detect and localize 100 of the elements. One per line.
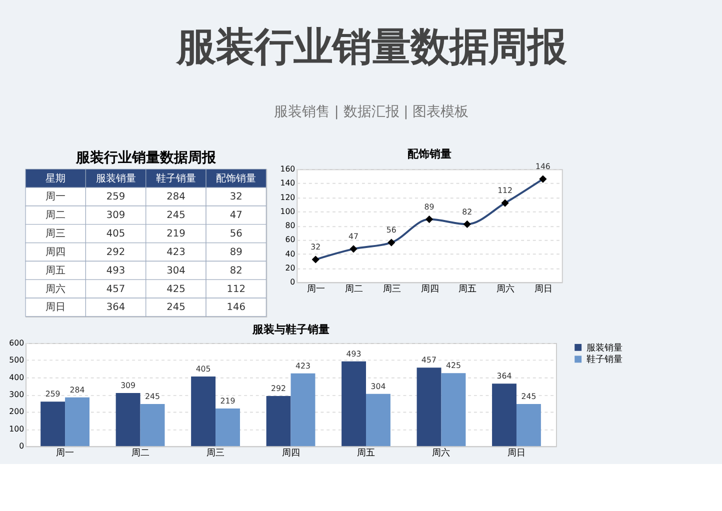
data-label: 245 xyxy=(521,392,536,402)
category-label: 周二 xyxy=(46,210,66,222)
category-label: 周四 xyxy=(46,246,66,258)
data-label: 219 xyxy=(166,228,186,240)
x-tick-label: 周二 xyxy=(131,447,150,458)
data-label: 457 xyxy=(106,284,126,295)
data-label: 89 xyxy=(230,246,242,258)
chart-title: 配饰销量 xyxy=(407,147,452,160)
bar xyxy=(191,376,216,446)
y-tick-label: 0 xyxy=(290,278,296,287)
data-label: 47 xyxy=(348,232,358,242)
bar xyxy=(366,394,390,446)
text: 服装行业销量数据周报 xyxy=(74,150,217,166)
legend-label: 服装销量 xyxy=(586,342,622,354)
data-label: 309 xyxy=(106,210,126,222)
y-tick-label: 500 xyxy=(9,356,24,365)
data-label: 259 xyxy=(45,390,60,399)
bar xyxy=(65,397,90,446)
data-label: 89 xyxy=(424,202,434,212)
data-label: 47 xyxy=(230,210,242,222)
data-label: 493 xyxy=(106,265,126,276)
y-tick-label: 160 xyxy=(280,164,296,174)
x-tick-label: 周四 xyxy=(420,283,439,294)
data-label: 309 xyxy=(120,381,136,390)
data-label: 32 xyxy=(230,192,242,203)
bar xyxy=(116,393,140,446)
data-label: 259 xyxy=(106,192,126,203)
category-label: 周一 xyxy=(46,192,66,203)
data-label: 219 xyxy=(220,396,236,406)
bar xyxy=(342,361,366,446)
data-label: 284 xyxy=(166,192,186,203)
y-tick-label: 200 xyxy=(9,407,24,416)
category-label: 周三 xyxy=(46,228,66,240)
data-label: 405 xyxy=(196,364,211,374)
legend-label: 鞋子销量 xyxy=(586,354,622,366)
data-label: 457 xyxy=(422,356,437,365)
bar xyxy=(216,408,240,446)
data-label: 32 xyxy=(310,242,321,252)
series-label: 鞋子销量 xyxy=(156,172,196,184)
data-label: 245 xyxy=(145,392,160,402)
x-tick-label: 周一 xyxy=(307,283,326,294)
x-tick-label: 周三 xyxy=(382,283,401,294)
data-label: 405 xyxy=(106,228,126,240)
data-label: 425 xyxy=(166,284,186,295)
data-label: 82 xyxy=(462,207,472,216)
data-label: 364 xyxy=(106,302,126,314)
bar xyxy=(416,368,442,446)
y-tick-label: 600 xyxy=(9,338,24,348)
bar xyxy=(140,404,165,446)
category-label: 周五 xyxy=(46,265,66,276)
text: 服装行业销量数据周报 xyxy=(175,25,568,70)
x-tick-label: 周日 xyxy=(534,283,552,294)
series-label: 配饰销量 xyxy=(216,172,256,184)
data-label: 82 xyxy=(230,265,242,276)
bar xyxy=(40,402,66,446)
x-tick-label: 周六 xyxy=(432,447,450,458)
data-label: 56 xyxy=(386,226,396,235)
x-tick-label: 周三 xyxy=(206,447,225,458)
y-tick-label: 60 xyxy=(285,235,296,244)
x-tick-label: 周二 xyxy=(344,283,363,294)
series-label: 服装销量 xyxy=(96,172,136,184)
data-label: 292 xyxy=(271,384,286,394)
bar xyxy=(516,404,541,446)
data-label: 112 xyxy=(226,284,246,295)
x-tick-label: 周日 xyxy=(507,447,526,458)
category-label: 周日 xyxy=(46,302,66,314)
data-label: 304 xyxy=(166,265,186,276)
data-label: 284 xyxy=(70,385,85,394)
data-label: 245 xyxy=(166,302,186,314)
data-label: 425 xyxy=(446,361,461,370)
x-tick-label: 周五 xyxy=(357,447,376,458)
x-tick-label: 周五 xyxy=(458,283,477,294)
data-label: 245 xyxy=(166,210,186,222)
y-tick-label: 140 xyxy=(280,178,296,188)
y-tick-label: 400 xyxy=(9,372,24,382)
data-label: 364 xyxy=(496,372,512,381)
y-tick-label: 100 xyxy=(9,424,24,434)
data-label: 423 xyxy=(166,246,186,258)
data-label: 292 xyxy=(106,246,126,258)
x-tick-label: 周四 xyxy=(282,447,300,458)
y-tick-label: 40 xyxy=(285,249,296,258)
y-tick-label: 20 xyxy=(285,263,296,272)
y-tick-label: 80 xyxy=(285,221,296,230)
bar xyxy=(492,384,516,446)
text: 服装销售 | 数据汇报 | 图表模板 xyxy=(274,104,469,120)
x-tick-label: 周六 xyxy=(496,283,515,294)
y-tick-label: 0 xyxy=(19,442,24,451)
chart-title: 服装与鞋子销量 xyxy=(251,323,330,336)
y-tick-label: 100 xyxy=(280,206,296,216)
y-tick-label: 120 xyxy=(280,192,296,202)
data-label: 423 xyxy=(296,362,310,371)
bar xyxy=(266,396,291,446)
bar xyxy=(441,373,466,446)
data-label: 146 xyxy=(226,302,246,314)
data-label: 112 xyxy=(498,186,513,196)
data-label: 304 xyxy=(370,382,386,391)
data-label: 56 xyxy=(230,228,242,240)
text: 星期 xyxy=(46,172,66,184)
y-tick-label: 300 xyxy=(9,390,24,400)
data-label: 146 xyxy=(535,162,550,172)
